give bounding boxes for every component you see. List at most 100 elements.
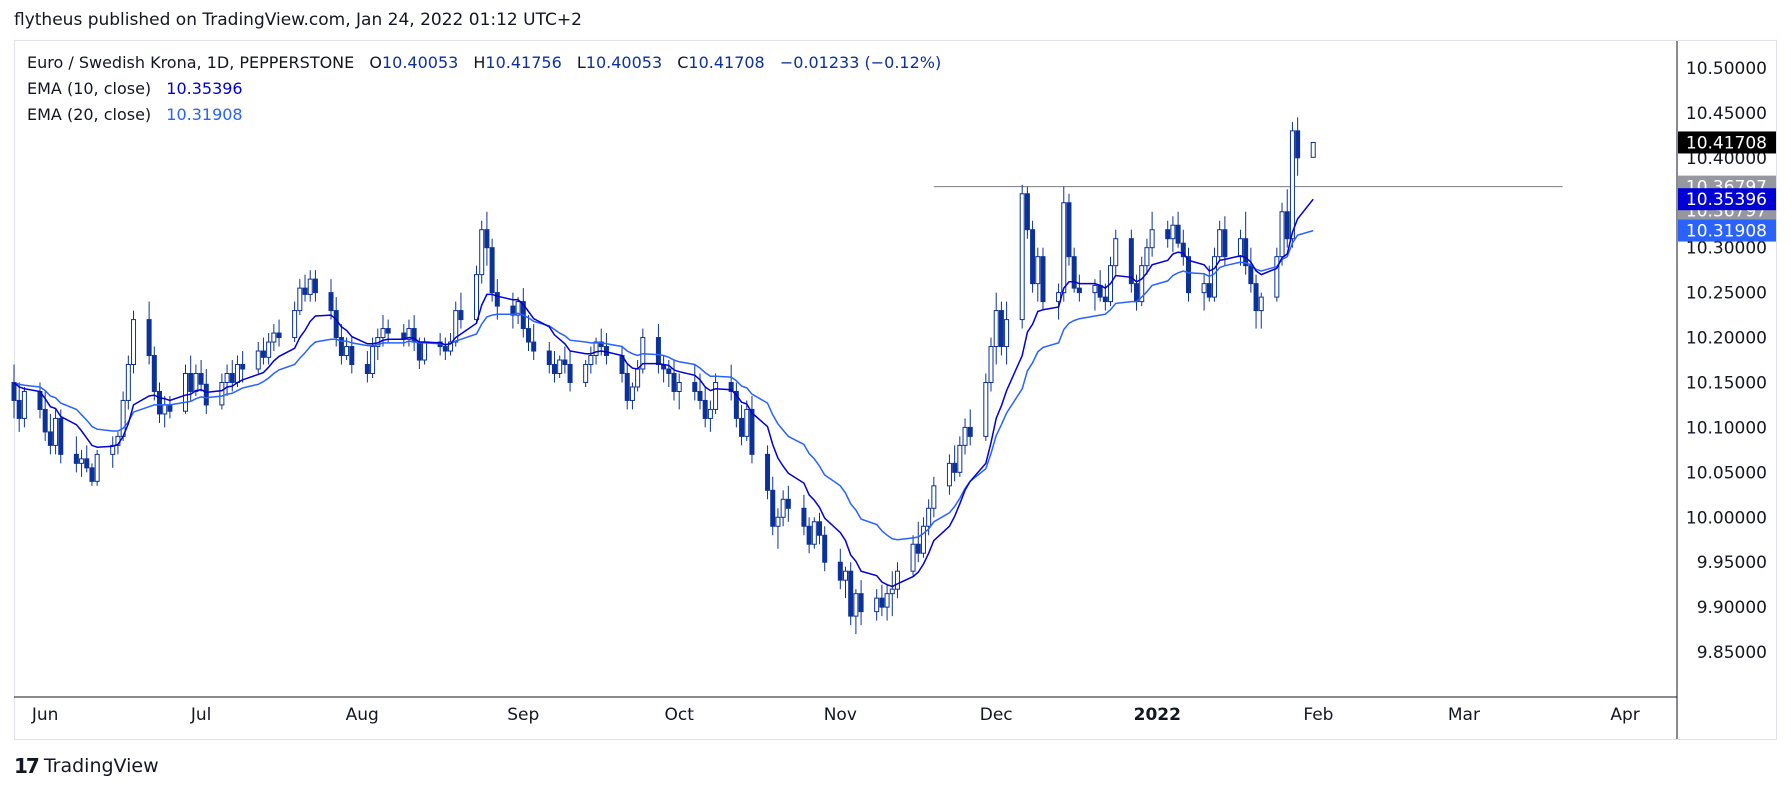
candle-body[interactable] — [1102, 296, 1108, 303]
candle-body[interactable] — [1201, 283, 1207, 294]
candle-body[interactable] — [162, 404, 168, 415]
candle-body[interactable] — [157, 390, 163, 415]
candle-body[interactable] — [198, 372, 204, 385]
candle-body[interactable] — [770, 489, 776, 527]
legend-ema10-row[interactable]: EMA (10, close) 10.35396 — [27, 79, 243, 98]
candle-body[interactable] — [733, 390, 739, 419]
candle-body[interactable] — [952, 462, 958, 473]
candle-body[interactable] — [946, 462, 952, 487]
candle-body[interactable] — [453, 310, 459, 343]
candle-body[interactable] — [182, 372, 188, 412]
candle-body[interactable] — [349, 346, 355, 366]
candle-body[interactable] — [837, 561, 843, 581]
candle-body[interactable] — [593, 341, 599, 357]
candle-body[interactable] — [474, 274, 480, 321]
candle-body[interactable] — [1243, 238, 1249, 267]
candle-body[interactable] — [910, 543, 916, 572]
candle-body[interactable] — [203, 383, 209, 406]
candle-body[interactable] — [557, 359, 563, 374]
candle-body[interactable] — [1061, 202, 1067, 294]
candle-body[interactable] — [125, 364, 131, 401]
candle-body[interactable] — [676, 381, 682, 392]
candle-body[interactable] — [229, 372, 235, 383]
candle-body[interactable] — [255, 350, 261, 370]
candle-body[interactable] — [1284, 211, 1290, 240]
candle-body[interactable] — [1134, 283, 1140, 303]
candle-body[interactable] — [416, 341, 422, 361]
candle-body[interactable] — [785, 498, 791, 509]
candle-body[interactable] — [894, 570, 900, 590]
candle-body[interactable] — [489, 247, 495, 294]
candle-body[interactable] — [780, 498, 786, 518]
candle-body[interactable] — [1295, 130, 1301, 159]
candle-body[interactable] — [1024, 193, 1030, 231]
candle-body[interactable] — [728, 381, 734, 392]
candle-body[interactable] — [967, 426, 973, 437]
candle-body[interactable] — [1030, 229, 1036, 285]
candle-body[interactable] — [744, 408, 750, 437]
candle-body[interactable] — [562, 359, 568, 366]
candle-body[interactable] — [240, 364, 246, 370]
candle-body[interactable] — [874, 597, 880, 613]
candle-body[interactable] — [11, 381, 17, 401]
candle-body[interactable] — [811, 521, 817, 545]
candle-body[interactable] — [292, 310, 298, 339]
candle-body[interactable] — [406, 328, 412, 340]
candle-body[interactable] — [853, 593, 859, 617]
candle-body[interactable] — [167, 404, 173, 412]
ema20-line[interactable] — [13, 229, 1314, 541]
candle-body[interactable] — [312, 278, 318, 294]
candle-body[interactable] — [458, 310, 464, 321]
candle-body[interactable] — [1170, 224, 1176, 240]
candle-body[interactable] — [260, 350, 266, 358]
candle-body[interactable] — [635, 368, 641, 388]
candle-body[interactable] — [1211, 256, 1217, 298]
candle-body[interactable] — [146, 319, 152, 357]
candle-body[interactable] — [567, 364, 573, 383]
candle-body[interactable] — [915, 543, 921, 554]
candle-body[interactable] — [276, 332, 282, 339]
ema10-line[interactable] — [13, 198, 1314, 588]
candle-body[interactable] — [79, 458, 85, 464]
candle-body[interactable] — [370, 346, 376, 374]
candle-body[interactable] — [1139, 265, 1145, 303]
candle-body[interactable] — [1253, 283, 1259, 312]
candle-body[interactable] — [624, 372, 630, 401]
candle-body[interactable] — [1165, 229, 1171, 240]
candle-body[interactable] — [998, 310, 1004, 348]
candle-body[interactable] — [1076, 287, 1082, 294]
candle-body[interactable] — [344, 346, 350, 357]
candle-body[interactable] — [338, 337, 344, 357]
candle-body[interactable] — [1279, 211, 1285, 258]
candle-body[interactable] — [775, 516, 781, 527]
candle-body[interactable] — [1128, 238, 1134, 285]
candle-body[interactable] — [817, 521, 823, 536]
candle-body[interactable] — [484, 229, 490, 249]
candle-body[interactable] — [962, 426, 968, 446]
candle-body[interactable] — [655, 337, 661, 366]
candle-body[interactable] — [749, 408, 755, 455]
candle-body[interactable] — [551, 364, 557, 374]
candle-body[interactable] — [531, 341, 537, 352]
candle-body[interactable] — [494, 292, 500, 307]
candle-body[interactable] — [931, 485, 937, 509]
candle-body[interactable] — [1040, 256, 1046, 303]
legend-ema20-row[interactable]: EMA (20, close) 10.31908 — [27, 105, 243, 124]
candle-body[interactable] — [53, 417, 59, 446]
candle-body[interactable] — [73, 453, 79, 464]
candle-body[interactable] — [1066, 202, 1072, 258]
candle-body[interactable] — [188, 372, 194, 392]
candle-body[interactable] — [1180, 242, 1186, 258]
candle-body[interactable] — [858, 593, 864, 613]
candle-body[interactable] — [1144, 247, 1150, 267]
candle-body[interactable] — [385, 328, 391, 334]
candle-body[interactable] — [1019, 193, 1025, 321]
candle-body[interactable] — [42, 408, 48, 433]
candle-body[interactable] — [219, 381, 225, 406]
candle-body[interactable] — [16, 399, 22, 419]
candle-body[interactable] — [588, 355, 594, 366]
candle-body[interactable] — [333, 310, 339, 339]
candle-body[interactable] — [713, 381, 719, 410]
candle-body[interactable] — [806, 525, 812, 545]
